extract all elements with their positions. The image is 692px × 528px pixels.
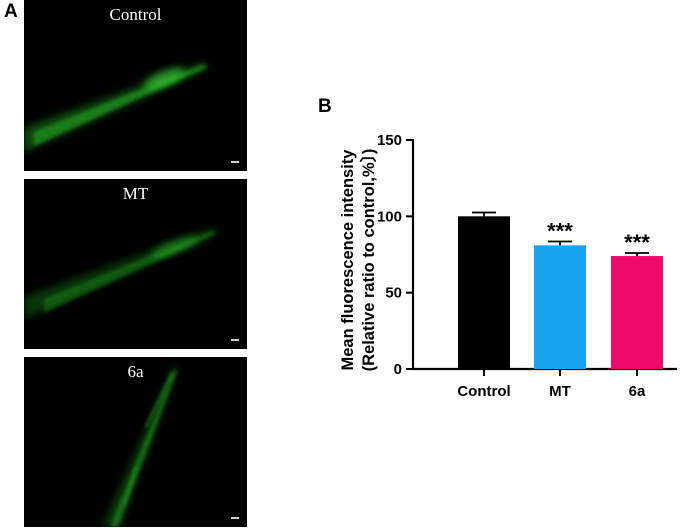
bar-control — [458, 216, 510, 369]
tick-labels: 0 50 100 150 Control MT *** 6a *** — [377, 132, 650, 400]
micrograph-label-mt: MT — [122, 184, 149, 203]
y-tick-label-0: 0 — [394, 361, 402, 378]
micrograph-6a: 6a — [24, 357, 247, 527]
y-tick-label-150: 150 — [377, 132, 402, 149]
micrograph-label-control: Control — [109, 5, 162, 24]
bar-6a — [611, 256, 663, 369]
y-tick-label-100: 100 — [377, 208, 402, 225]
bars — [458, 211, 663, 369]
micrograph-control: Control — [24, 0, 247, 171]
micrograph-mt: MT — [24, 179, 247, 349]
worm-image-6a — [102, 367, 178, 527]
scale-bar — [231, 161, 239, 163]
panel-label-a: A — [4, 1, 18, 22]
y-tick-label-50: 50 — [385, 285, 402, 302]
significance-mt: *** — [547, 219, 573, 244]
scale-bar — [231, 517, 239, 519]
worm-image-mt — [24, 228, 218, 319]
significance-6a: *** — [624, 230, 650, 255]
micrograph-label-6a: 6a — [127, 362, 144, 381]
x-tick-label-6a: 6a — [629, 383, 646, 400]
panel-label-b: B — [318, 96, 332, 117]
y-axis-title-line2: (Relative ratio to control,%〕) — [358, 149, 378, 372]
scale-bar — [231, 339, 239, 341]
x-tick-label-mt: MT — [549, 383, 571, 400]
worm-image-control — [24, 63, 208, 152]
x-tick-label-control: Control — [457, 383, 510, 400]
bar-mt — [534, 245, 586, 369]
y-axis-title-line1: Mean fluorescence intensity — [339, 149, 357, 371]
y-axis-title: Mean fluorescence intensity (Relative ra… — [339, 149, 378, 372]
